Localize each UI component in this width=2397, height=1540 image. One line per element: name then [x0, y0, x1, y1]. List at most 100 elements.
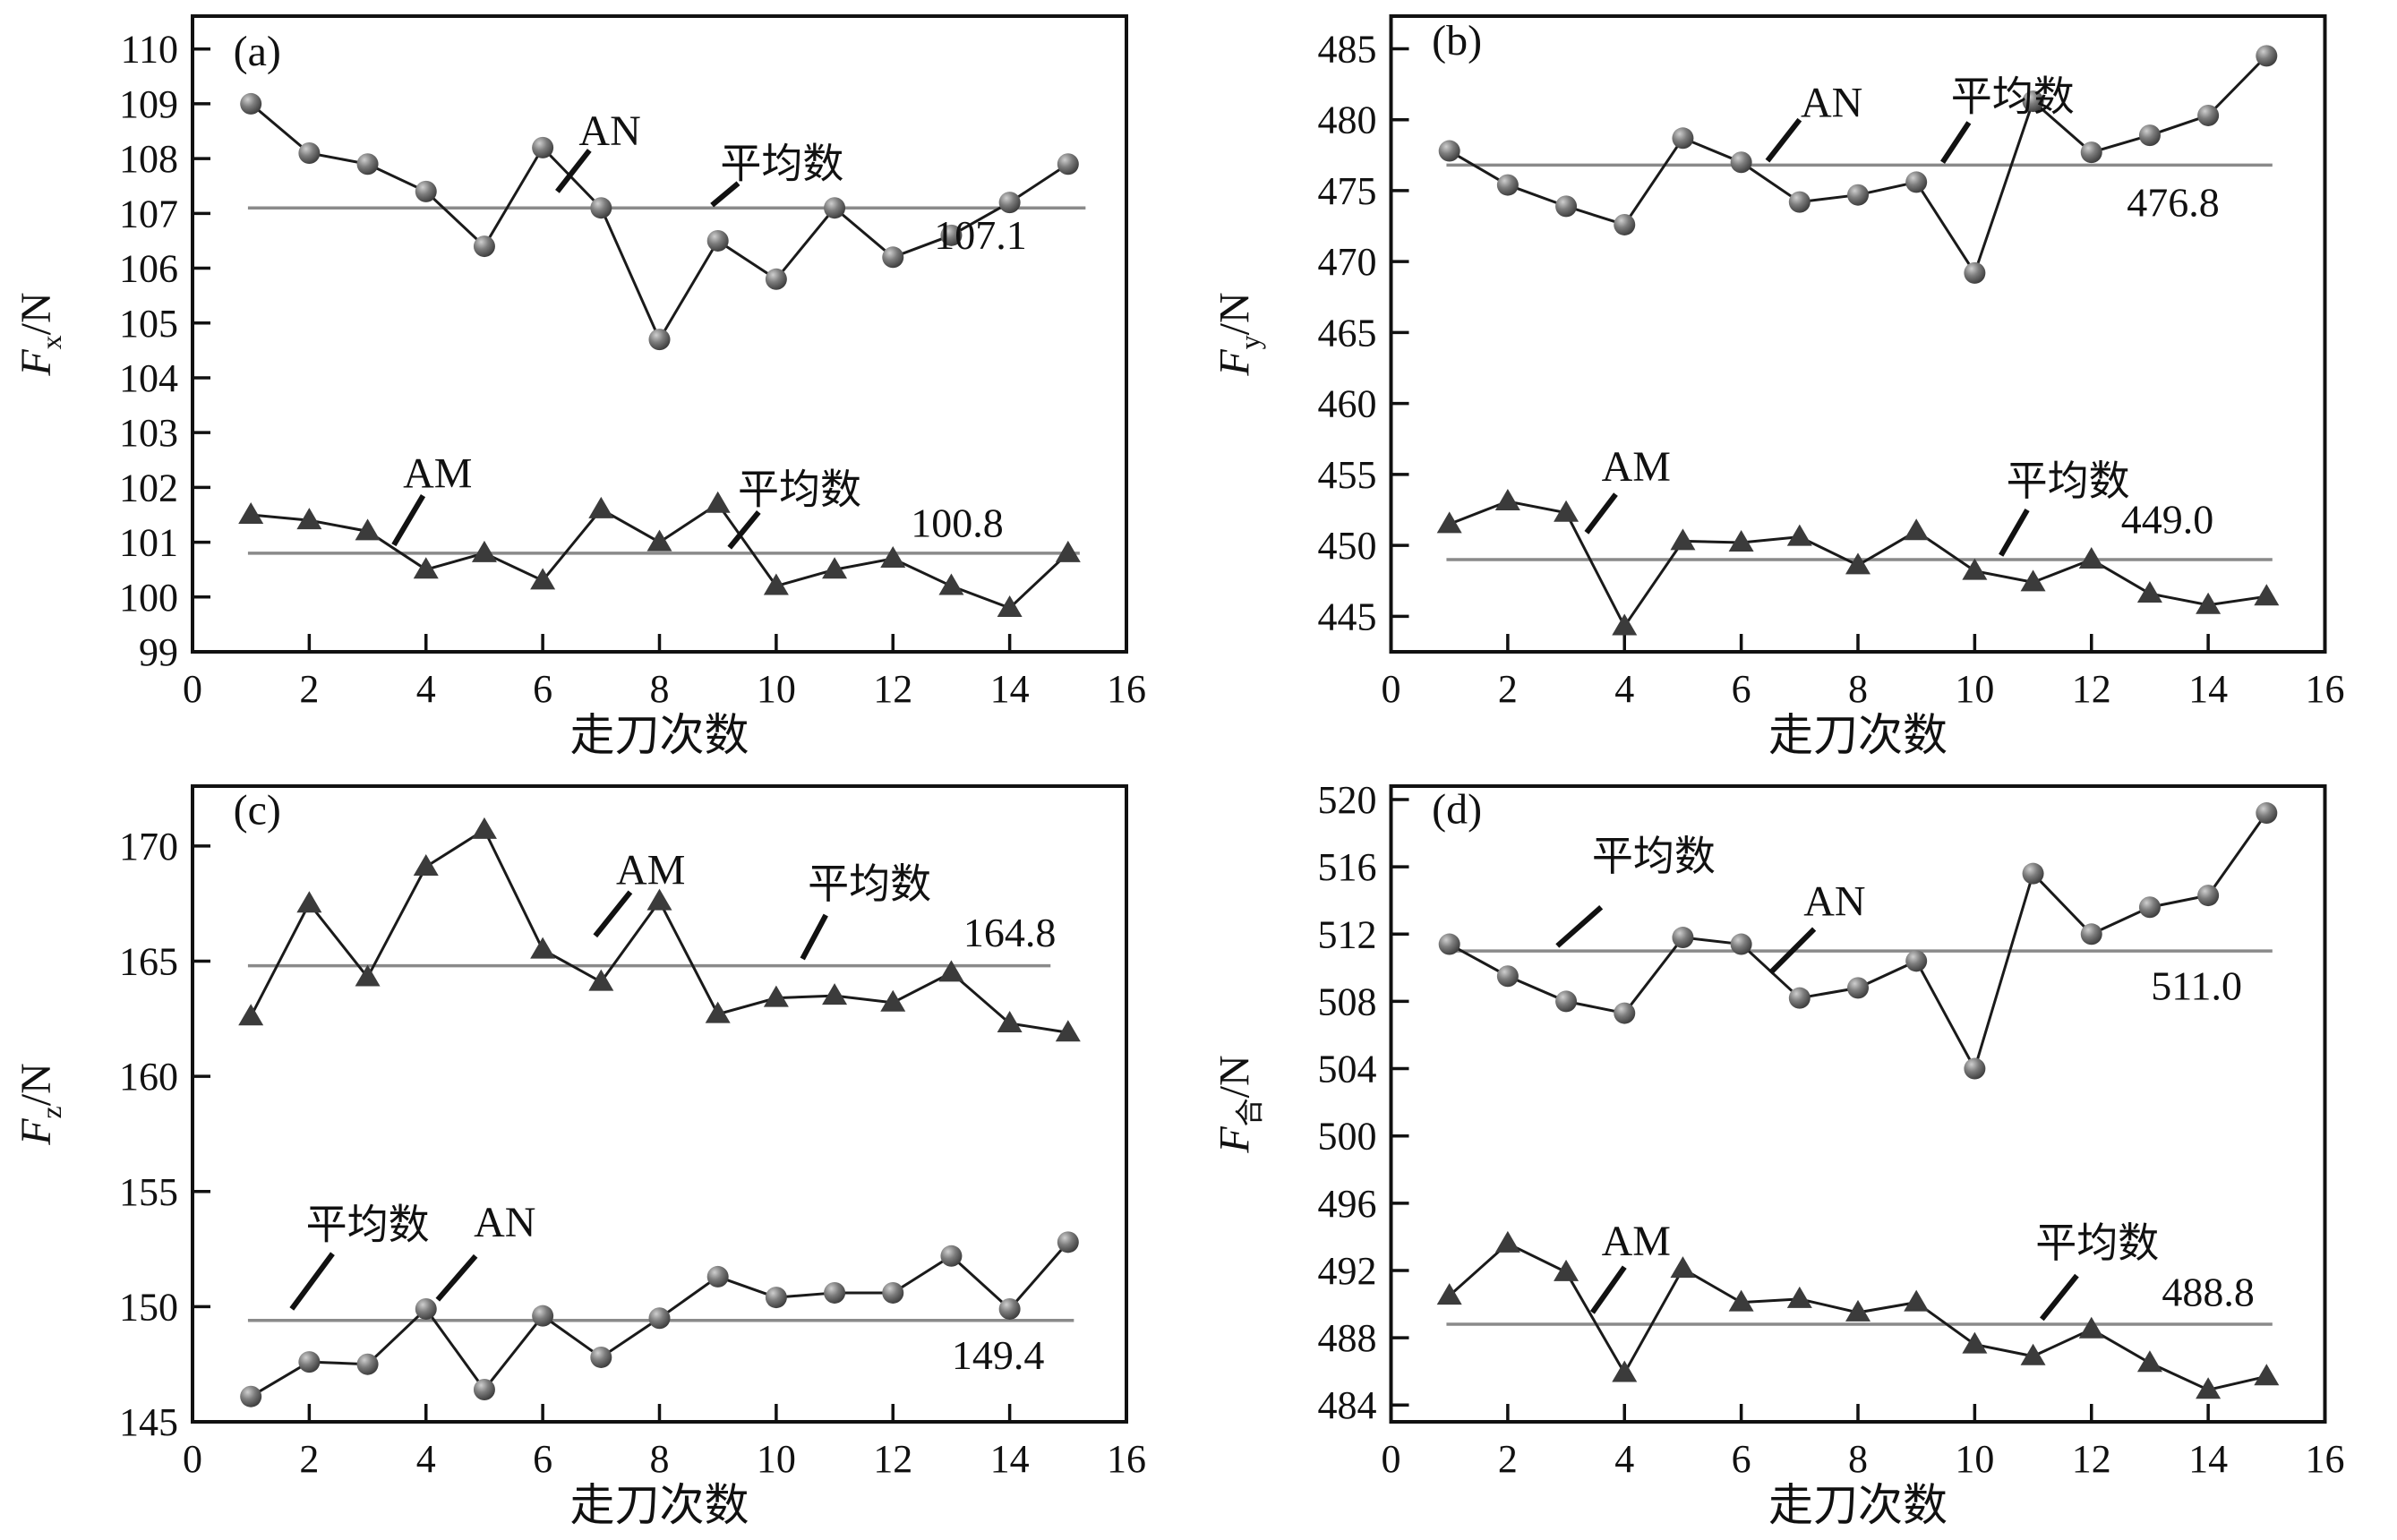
series-marker-AN	[298, 1351, 321, 1373]
annotation-leader-mean-label-bottom	[1999, 509, 2030, 557]
x-axis-tick-label: 0	[183, 1437, 202, 1481]
annotation-leader-mean-label-bottom	[289, 1252, 335, 1311]
y-axis-tick-label: 145	[119, 1400, 178, 1444]
series-marker-AN	[2022, 862, 2044, 885]
series-marker-AN	[1438, 140, 1460, 162]
annotation-mean-label-bottom: 平均数	[2007, 458, 2130, 504]
annotation-panel-label: (d)	[1432, 785, 1482, 833]
series-marker-AN	[532, 1305, 554, 1327]
y-axis-tick-label: 512	[1318, 912, 1377, 956]
series-marker-AN	[240, 1385, 262, 1407]
x-axis-tick-label: 8	[1848, 1437, 1868, 1481]
x-axis-tick-label: 14	[2188, 667, 2228, 711]
annotation-leader-mean-label-top	[800, 913, 828, 961]
annotation-mean-label-top: 平均数	[1592, 834, 1716, 879]
series-marker-AN	[1964, 261, 1986, 284]
y-axis-tick-label: 100	[119, 576, 178, 620]
annotation-leader-series-label-an	[1768, 927, 1817, 975]
series-marker-AN	[532, 136, 554, 158]
annotation-series-label-am: AM	[1602, 1218, 1671, 1265]
series-marker-AN	[1057, 153, 1079, 175]
series-marker-AM	[1904, 1289, 1930, 1312]
y-axis-tick-label: 99	[139, 630, 178, 674]
series-marker-AM	[1055, 540, 1081, 562]
x-axis-tick-label: 16	[1107, 1437, 1146, 1481]
series-marker-AN	[1964, 1057, 1986, 1080]
annotation-leader-mean-label-bottom	[727, 510, 761, 550]
annotation-leader-mean-label-top	[710, 181, 741, 208]
y-axis-tick-label: 104	[119, 356, 178, 400]
annotation-mean-value-bottom: 449.0	[2121, 497, 2214, 543]
series-marker-AN	[765, 1287, 787, 1309]
x-axis-tick-label: 16	[2306, 1437, 2345, 1481]
series-marker-AM	[1494, 489, 1520, 511]
series-marker-AN	[2080, 923, 2102, 945]
series-marker-AM	[296, 891, 322, 913]
x-axis-tick-label: 4	[416, 1437, 436, 1481]
y-axis-tick-label: 165	[119, 940, 178, 984]
series-marker-AN	[590, 1346, 612, 1368]
series-marker-AN	[882, 246, 904, 269]
x-axis-tick-label: 16	[1107, 667, 1146, 711]
series-marker-AN	[1905, 171, 1928, 193]
annotation-series-label-an: AN	[1803, 878, 1865, 926]
series-marker-AN	[590, 197, 612, 219]
series-marker-AM	[938, 573, 964, 595]
y-axis-label: F合/N	[1211, 1055, 1266, 1153]
chart-svg-c: 145 150 155 160 165 170 0 2 4 6 8 10 12 14 16 (c) AM 平均数 1…	[13, 784, 1146, 1530]
series-marker-AM	[1962, 558, 1988, 580]
y-axis-label: Fx/N	[13, 292, 67, 376]
series-marker-AN	[648, 1307, 671, 1330]
series-marker-AN	[1496, 965, 1519, 988]
y-axis-tick-label: 465	[1318, 311, 1377, 355]
y-axis-tick-label: 508	[1318, 980, 1377, 1023]
series-marker-AN	[1672, 127, 1694, 150]
series-marker-AM	[1612, 1360, 1638, 1382]
series-marker-AN	[356, 1353, 379, 1375]
series-marker-AN	[415, 180, 437, 202]
series-marker-AM	[646, 529, 672, 552]
annotation-panel-label: (b)	[1432, 17, 1482, 64]
chart-panel-b: 445 450 455 460 465 470 475 480 485 0 2 4 6 8 10 12 14 16…	[1198, 0, 2397, 770]
y-axis-label: Fy/N	[1211, 292, 1266, 376]
annotation-series-label-an: AN	[474, 1199, 535, 1246]
series-marker-AN	[1614, 213, 1636, 235]
series-marker-AM	[2078, 1316, 2104, 1339]
series-marker-AM	[1904, 518, 1930, 541]
series-marker-AN	[940, 224, 963, 246]
series-marker-AM	[471, 540, 497, 562]
series-marker-AN	[2080, 141, 2102, 164]
series-marker-AM	[822, 557, 848, 579]
series-marker-AN	[1847, 977, 1869, 999]
series-marker-AN	[706, 1265, 729, 1288]
chart-panel-d: 484 488 492 496 500 504 508 512 516 520 0 2 4 6 8 10 12 1…	[1198, 770, 2397, 1540]
series-marker-AM	[646, 888, 672, 911]
annotation-leader-series-label-an	[435, 1253, 478, 1302]
series-marker-AM	[1728, 529, 1754, 552]
series-marker-AN	[1614, 1002, 1636, 1024]
series-marker-AM	[763, 985, 789, 1007]
series-marker-AM	[355, 518, 381, 541]
y-axis-tick-label: 170	[119, 825, 178, 868]
series-marker-AN	[2138, 896, 2161, 919]
series-marker-AM	[880, 989, 906, 1012]
annotation-mean-label-top: 平均数	[808, 861, 931, 907]
x-axis-label: 走刀次数	[570, 1480, 749, 1530]
x-axis-tick-label: 14	[990, 667, 1030, 711]
x-axis-tick-label: 12	[2072, 667, 2111, 711]
x-axis-tick-label: 10	[1955, 1437, 1994, 1481]
x-axis-tick-label: 2	[1498, 1437, 1518, 1481]
x-axis-tick-label: 4	[1614, 1437, 1634, 1481]
y-axis-tick-label: 109	[119, 82, 178, 126]
chart-svg-d: 484 488 492 496 500 504 508 512 516 520 0 2 4 6 8 10 12 1…	[1211, 778, 2345, 1530]
x-axis-tick-label: 6	[1732, 1437, 1751, 1481]
series-marker-AM	[1786, 524, 1812, 546]
y-axis-tick-label: 470	[1318, 240, 1377, 284]
series-marker-AM	[1670, 1256, 1696, 1279]
series-marker-AM	[1612, 613, 1638, 636]
x-axis-tick-label: 0	[1382, 1437, 1401, 1481]
x-axis-tick-label: 12	[873, 1437, 912, 1481]
x-axis-tick-label: 4	[1614, 667, 1634, 711]
series-marker-AN	[2256, 45, 2278, 67]
series-marker-AN	[473, 1378, 495, 1400]
